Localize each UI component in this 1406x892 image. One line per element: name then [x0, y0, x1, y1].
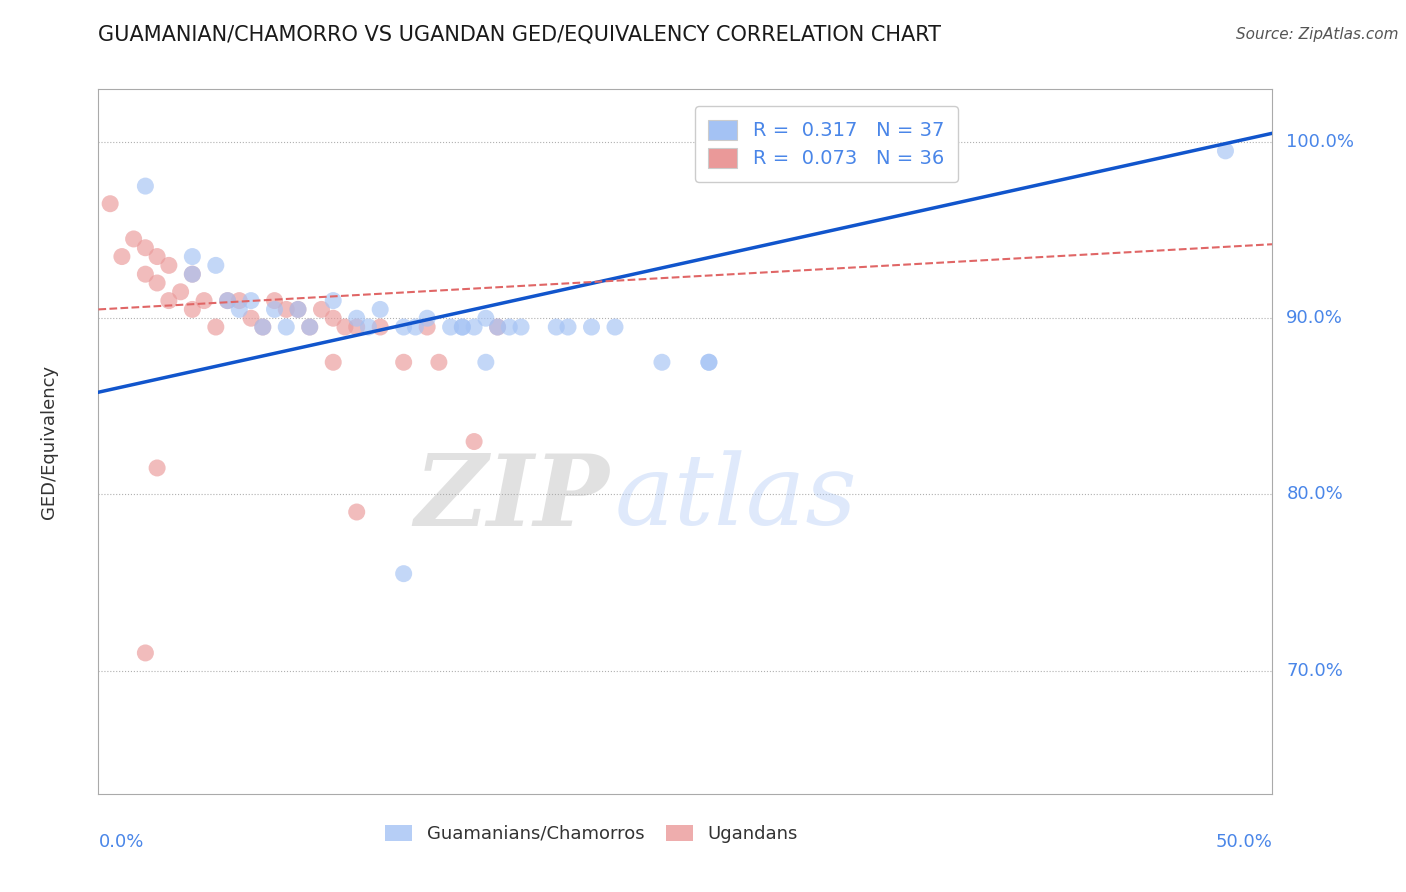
Point [181, 302, 204, 317]
Point [287, 302, 309, 317]
Point [252, 320, 274, 334]
Text: 70.0%: 70.0% [1286, 662, 1343, 680]
Text: ZIP: ZIP [415, 450, 609, 546]
Point [557, 320, 579, 334]
Point [581, 320, 603, 334]
Point [122, 232, 145, 246]
Text: Source: ZipAtlas.com: Source: ZipAtlas.com [1236, 27, 1399, 42]
Point [134, 267, 156, 281]
Point [651, 355, 673, 369]
Point [134, 241, 156, 255]
Point [603, 320, 626, 334]
Text: GUAMANIAN/CHAMORRO VS UGANDAN GED/EQUIVALENCY CORRELATION CHART: GUAMANIAN/CHAMORRO VS UGANDAN GED/EQUIVA… [98, 25, 942, 45]
Point [510, 320, 533, 334]
Point [498, 320, 520, 334]
Point [181, 250, 204, 264]
Point [205, 258, 228, 272]
Point [146, 250, 169, 264]
Point [427, 355, 450, 369]
Point [697, 355, 720, 369]
Point [298, 320, 321, 334]
Point [1215, 144, 1237, 158]
Point [392, 355, 415, 369]
Text: 50.0%: 50.0% [1216, 833, 1272, 851]
Point [276, 302, 298, 317]
Point [146, 461, 169, 475]
Point [263, 293, 285, 308]
Point [546, 320, 568, 334]
Point [240, 293, 263, 308]
Point [451, 320, 474, 334]
Point [368, 302, 391, 317]
Point [697, 355, 720, 369]
Point [404, 320, 426, 334]
Point [486, 320, 509, 334]
Point [475, 311, 498, 326]
Point [205, 320, 228, 334]
Point [134, 646, 156, 660]
Legend: Guamanians/Chamorros, Ugandans: Guamanians/Chamorros, Ugandans [377, 815, 807, 852]
Point [217, 293, 239, 308]
Point [146, 276, 169, 290]
Point [416, 311, 439, 326]
Point [276, 320, 298, 334]
Point [463, 434, 485, 449]
Point [322, 293, 344, 308]
Text: 0.0%: 0.0% [98, 833, 143, 851]
Point [475, 355, 498, 369]
Point [357, 320, 380, 334]
Point [252, 320, 274, 334]
Point [346, 311, 368, 326]
Point [392, 320, 415, 334]
Point [240, 311, 263, 326]
Point [228, 302, 250, 317]
Text: 90.0%: 90.0% [1286, 310, 1343, 327]
Text: 80.0%: 80.0% [1286, 485, 1343, 503]
Text: GED/Equivalency: GED/Equivalency [41, 365, 58, 518]
Point [134, 179, 156, 194]
Point [311, 302, 333, 317]
Point [193, 293, 215, 308]
Point [181, 267, 204, 281]
Point [346, 320, 368, 334]
Point [346, 505, 368, 519]
Point [333, 320, 356, 334]
Point [111, 250, 134, 264]
Point [463, 320, 485, 334]
Point [228, 293, 250, 308]
Point [287, 302, 309, 317]
Point [298, 320, 321, 334]
Point [322, 311, 344, 326]
Point [322, 355, 344, 369]
Point [486, 320, 509, 334]
Text: 100.0%: 100.0% [1286, 133, 1354, 151]
Point [392, 566, 415, 581]
Text: atlas: atlas [614, 450, 858, 546]
Point [439, 320, 461, 334]
Point [157, 293, 180, 308]
Point [451, 320, 474, 334]
Point [263, 302, 285, 317]
Point [98, 196, 121, 211]
Point [157, 258, 180, 272]
Point [368, 320, 391, 334]
Point [416, 320, 439, 334]
Point [181, 267, 204, 281]
Point [217, 293, 239, 308]
Point [169, 285, 191, 299]
